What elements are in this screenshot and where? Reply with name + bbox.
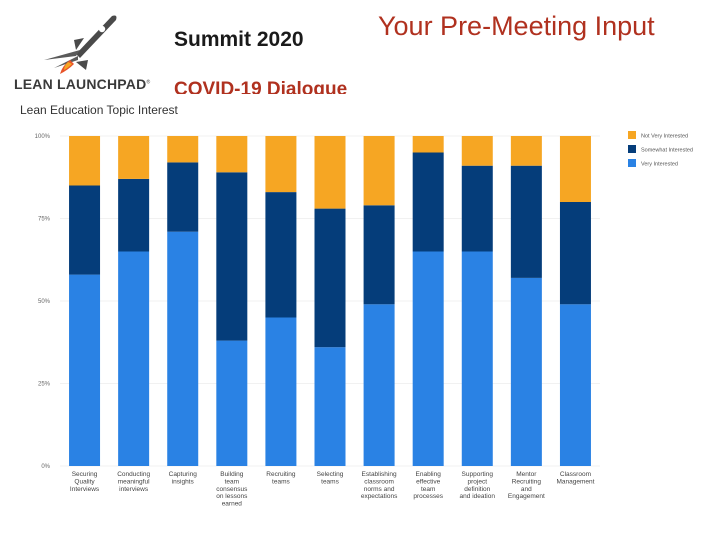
bar-segment <box>412 251 444 466</box>
bar-segment <box>461 165 493 252</box>
bar-segment <box>216 136 248 173</box>
x-tick-label-line: Engagement <box>508 493 545 500</box>
x-tick-label-line: consensus <box>216 486 248 493</box>
bar-segment <box>559 136 591 202</box>
x-tick-label-line: insights <box>172 478 195 485</box>
x-tick-label: Selecting teams <box>317 471 344 485</box>
x-tick-label-line: on lessons <box>216 493 248 500</box>
bar-segment <box>118 251 150 466</box>
bar-segment <box>69 185 101 275</box>
logo-text: LEAN LAUNCHPAD® <box>14 76 151 92</box>
bar-segment <box>559 304 591 466</box>
subtitle: COVID-19 Dialogue <box>174 79 348 94</box>
bar-segment <box>363 136 395 206</box>
x-tick-label: Supporting project definition and ideation <box>460 471 496 500</box>
x-tick-label-line: Interviews <box>70 486 100 493</box>
legend-swatch <box>628 145 636 153</box>
legend-label: Very Interested <box>641 162 678 168</box>
x-tick-label-line: expectations <box>361 493 398 500</box>
x-tick-label-line: norms and <box>364 486 395 493</box>
x-tick-label-line: teams <box>272 478 290 485</box>
x-tick-label-line: Enabling <box>416 471 442 478</box>
y-tick-label: 75% <box>38 217 51 223</box>
bar-segment <box>69 136 101 186</box>
bar-segment <box>265 192 297 318</box>
x-tick-label-line: Quality <box>74 478 95 485</box>
x-tick-label-line: meaningful <box>118 478 150 485</box>
x-tick-label: Securing Quality Interviews <box>70 471 100 493</box>
x-tick-label-line: Recruiting <box>512 478 542 485</box>
legend-label: Not Very Interested <box>641 134 688 140</box>
x-tick-label-line: definition <box>464 486 490 493</box>
bar-segment <box>461 251 493 466</box>
x-tick-label: Capturing insights <box>169 471 198 485</box>
x-tick-label-line: Conducting <box>117 471 150 478</box>
bar-segment <box>510 277 542 466</box>
y-tick-label: 50% <box>38 299 51 305</box>
x-tick-label: Conducting meaningful interviews <box>117 471 150 493</box>
bar-segment <box>412 152 444 252</box>
bar-segment <box>314 136 346 209</box>
x-tick-label: Mentor Recruiting and Engagement <box>508 471 545 500</box>
page-title: Your Pre-Meeting Input <box>378 11 655 41</box>
x-tick-label: Building team consensus on lessons earned <box>216 471 248 508</box>
x-tick-label-line: Building <box>220 471 244 478</box>
x-tick-label: Enabling effective team processes <box>413 471 443 500</box>
x-tick-label-line: team <box>421 486 435 493</box>
x-tick-label-line: Classroom <box>560 471 591 478</box>
x-tick-label: Establishing classroom norms and expectatio… <box>361 471 398 500</box>
x-tick-label-line: teams <box>321 478 339 485</box>
y-tick-label: 25% <box>38 382 51 388</box>
bar-segment <box>510 136 542 166</box>
x-tick-label-line: Capturing <box>169 471 198 478</box>
legend-swatch <box>628 159 636 167</box>
bar-segment <box>265 136 297 193</box>
bar-segment <box>265 317 297 466</box>
x-tick-label: Recruiting teams <box>266 471 296 485</box>
bar-segment <box>118 136 150 179</box>
x-tick-label-line: Establishing <box>362 471 397 478</box>
x-tick-label-line: team <box>225 478 239 485</box>
x-tick-label-line: effective <box>416 478 440 485</box>
bar-segment <box>461 136 493 166</box>
bar-segment <box>69 274 101 466</box>
y-tick-label: 0% <box>41 464 50 470</box>
x-tick-label-line: and <box>521 486 532 493</box>
x-tick-label-line: processes <box>413 493 443 500</box>
bar-segment <box>167 136 199 163</box>
x-tick-label-line: Mentor <box>516 471 537 478</box>
lean-launchpad-logo: LEAN LAUNCHPAD® <box>14 10 154 100</box>
bar-segment <box>167 231 199 466</box>
bar-segment <box>314 347 346 466</box>
x-tick-label-line: and ideation <box>460 493 496 500</box>
x-tick-label-line: classroom <box>364 478 394 485</box>
x-tick-label-line: Supporting <box>462 471 494 478</box>
bar-segment <box>216 340 248 466</box>
subtitle-clip: COVID-19 Dialogue <box>174 78 394 94</box>
bar-segment <box>118 178 150 252</box>
summit-label: Summit 2020 <box>174 28 304 51</box>
bar-segment <box>559 202 591 305</box>
x-tick-label-line: Recruiting <box>266 471 296 478</box>
x-tick-label-line: earned <box>222 501 243 508</box>
legend-swatch <box>628 131 636 139</box>
bar-segment <box>510 165 542 278</box>
x-tick-label-line: project <box>468 478 488 485</box>
bar-segment <box>363 304 395 466</box>
x-tick-label-line: Management <box>556 478 594 485</box>
bar-segment <box>167 162 199 232</box>
x-tick-label-line: Selecting <box>317 471 344 478</box>
chart-title: Lean Education Topic Interest <box>20 103 178 117</box>
x-tick-label-line: Securing <box>72 471 98 478</box>
bar-segment <box>363 205 395 305</box>
x-tick-label: Classroom Management <box>556 471 594 485</box>
bar-segment <box>412 136 444 153</box>
x-tick-label-line: interviews <box>119 486 149 493</box>
bar-segment <box>314 208 346 348</box>
rocket-icon <box>44 15 117 74</box>
y-tick-label: 100% <box>35 134 51 140</box>
bar-segment <box>216 172 248 341</box>
legend-label: Somewhat Interested <box>641 148 693 154</box>
